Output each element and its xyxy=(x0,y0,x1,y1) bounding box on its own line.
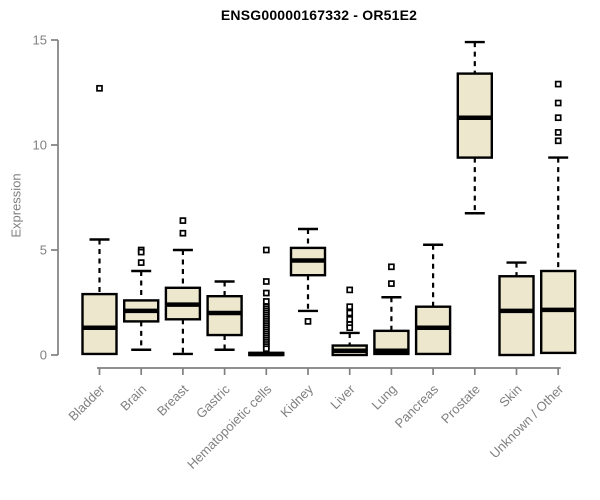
y-tick-label: 0 xyxy=(40,348,47,363)
outlier-point xyxy=(554,137,562,145)
outlier-point xyxy=(346,286,354,294)
outlier-point xyxy=(262,246,270,254)
box xyxy=(498,275,535,357)
x-tick-label: Pancreas xyxy=(392,381,442,431)
outlier-point xyxy=(262,345,270,353)
y-tick-label: 5 xyxy=(40,243,47,258)
outlier-point xyxy=(388,280,395,287)
x-tick-label: Skin xyxy=(496,382,524,410)
outlier-point xyxy=(346,309,354,317)
box xyxy=(206,295,243,337)
outlier-point xyxy=(554,114,562,122)
outlier-point xyxy=(137,248,145,256)
y-tick-label: 10 xyxy=(33,138,47,153)
outlier-point xyxy=(346,324,354,332)
outlier-point xyxy=(179,229,187,237)
outlier-point xyxy=(262,278,270,285)
x-tick-label: Bladder xyxy=(65,381,108,424)
outlier-point xyxy=(346,315,354,323)
outlier-point xyxy=(179,217,187,224)
x-tick-label: Unknown / Other xyxy=(487,381,567,461)
x-tick-label: Prostate xyxy=(438,382,483,427)
chart-title: ENSG00000167332 - OR51E2 xyxy=(220,7,418,23)
outlier-point xyxy=(304,318,312,325)
y-tick-label: 15 xyxy=(33,33,47,48)
box xyxy=(373,329,410,356)
outlier-point xyxy=(96,84,103,92)
box xyxy=(414,305,452,356)
outlier-point xyxy=(262,289,270,297)
box xyxy=(81,292,118,356)
outlier-point xyxy=(346,303,354,311)
outlier-point xyxy=(137,259,145,266)
x-tick-label: Breast xyxy=(154,381,191,418)
outlier-point xyxy=(554,129,562,136)
x-tick-label: Gastric xyxy=(193,381,233,421)
outlier-point xyxy=(388,263,395,271)
outlier-point xyxy=(554,80,562,88)
outlier-point xyxy=(262,298,270,305)
x-tick-label: Brain xyxy=(117,382,149,414)
x-tick-label: Lung xyxy=(368,382,399,413)
x-tick-label: Liver xyxy=(327,381,358,412)
outlier-point xyxy=(554,99,562,107)
x-tick-label: Kidney xyxy=(277,381,316,420)
